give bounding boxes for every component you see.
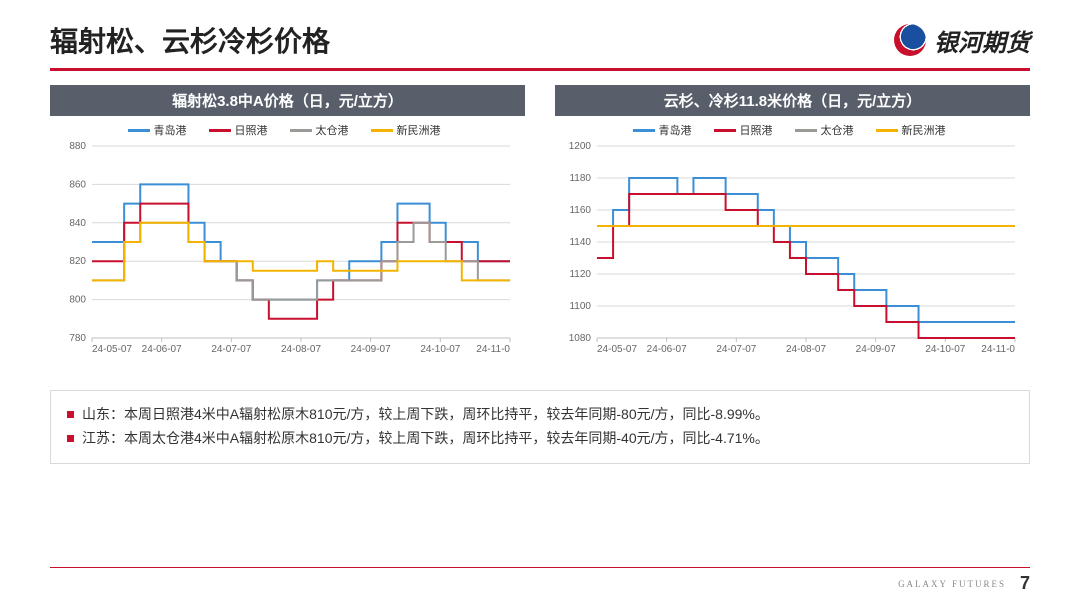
legend-item: 日照港 (209, 122, 268, 138)
chart-right-title: 云杉、冷杉11.8米价格（日，元/立方） (555, 85, 1030, 116)
svg-text:24-08-07: 24-08-07 (786, 344, 826, 355)
brand: 银河期货 (894, 23, 1030, 58)
legend-swatch (714, 129, 736, 132)
legend-swatch (290, 129, 312, 132)
slide: 辐射松、云杉冷杉价格 银河期货 辐射松3.8中A价格（日，元/立方） 青岛港 日照… (0, 0, 1080, 608)
chart-left-title: 辐射松3.8中A价格（日，元/立方） (50, 85, 525, 116)
chart-left: 青岛港 日照港 太仓港 新民洲港 780 800 820 840 860 880 24-05-07… (50, 122, 518, 362)
note-line: 江苏：本周太仓港4米中A辐射松原木810元/方，较上周下跌，周环比持平，较去年同… (67, 427, 1013, 451)
legend-item: 青岛港 (633, 122, 692, 138)
svg-text:24-09-07: 24-09-07 (351, 344, 391, 355)
legend-swatch (795, 129, 817, 132)
svg-text:840: 840 (69, 218, 86, 229)
svg-text:800: 800 (69, 295, 86, 306)
brand-logo-icon (894, 24, 926, 56)
svg-text:820: 820 (69, 256, 86, 267)
page-title: 辐射松、云杉冷杉价格 (50, 20, 330, 60)
svg-text:1160: 1160 (569, 205, 591, 216)
chart-left-col: 辐射松3.8中A价格（日，元/立方） 青岛港 日照港 太仓港 新民洲港 780 800 8… (50, 85, 525, 362)
svg-text:24-07-07: 24-07-07 (211, 344, 251, 355)
svg-text:1180: 1180 (569, 173, 591, 184)
footer-rule (50, 567, 1030, 568)
charts-row: 辐射松3.8中A价格（日，元/立方） 青岛港 日照港 太仓港 新民洲港 780 800 8… (50, 85, 1030, 362)
legend-item: 青岛港 (128, 122, 187, 138)
notes-box: 山东：本周日照港4米中A辐射松原木810元/方，较上周下跌，周环比持平，较去年同… (50, 390, 1030, 464)
svg-text:24-08-07: 24-08-07 (281, 344, 321, 355)
svg-text:780: 780 (69, 333, 86, 344)
legend-swatch (876, 129, 898, 132)
svg-text:24-09-07: 24-09-07 (856, 344, 896, 355)
legend-label: 新民洲港 (397, 122, 441, 138)
chart-left-svg: 780 800 820 840 860 880 24-05-07 24-06-07 24-07-… (50, 140, 518, 360)
legend-item: 新民洲港 (371, 122, 441, 138)
svg-text:24-05-07: 24-05-07 (92, 344, 132, 355)
svg-text:24-10-07: 24-10-07 (420, 344, 460, 355)
chart-right-svg: 1080 1100 1120 1140 1160 1180 1200 24-05-07 24-0… (555, 140, 1023, 360)
legend-label: 太仓港 (316, 122, 349, 138)
svg-text:24-06-07: 24-06-07 (647, 344, 687, 355)
series-line (597, 194, 1015, 338)
svg-text:24-10-07: 24-10-07 (925, 344, 965, 355)
legend-swatch (128, 129, 150, 132)
legend-label: 青岛港 (154, 122, 187, 138)
svg-text:1120: 1120 (569, 269, 591, 280)
legend-swatch (633, 129, 655, 132)
svg-text:24-07-07: 24-07-07 (716, 344, 756, 355)
svg-text:24-11-0: 24-11-0 (981, 344, 1015, 355)
page-number: 7 (1020, 573, 1030, 594)
legend-item: 新民洲港 (876, 122, 946, 138)
legend-swatch (209, 129, 231, 132)
legend-label: 太仓港 (821, 122, 854, 138)
svg-text:24-11-0: 24-11-0 (476, 344, 510, 355)
bullet-icon (67, 435, 74, 442)
legend-swatch (371, 129, 393, 132)
legend-item: 太仓港 (290, 122, 349, 138)
brand-name: 银河期货 (934, 23, 1030, 58)
legend-label: 日照港 (740, 122, 773, 138)
svg-text:1080: 1080 (569, 333, 592, 344)
svg-text:860: 860 (69, 179, 86, 190)
svg-text:1100: 1100 (569, 301, 591, 312)
legend-label: 日照港 (235, 122, 268, 138)
note-text: 山东：本周日照港4米中A辐射松原木810元/方，较上周下跌，周环比持平，较去年同… (82, 403, 769, 427)
header-rule (50, 68, 1030, 71)
bullet-icon (67, 411, 74, 418)
chart-right-col: 云杉、冷杉11.8米价格（日，元/立方） 青岛港日照港太仓港新民洲港 10801… (555, 85, 1030, 362)
series-line (92, 223, 510, 281)
header: 辐射松、云杉冷杉价格 银河期货 (50, 20, 1030, 60)
svg-text:24-05-07: 24-05-07 (597, 344, 637, 355)
legend-item: 太仓港 (795, 122, 854, 138)
svg-text:1200: 1200 (569, 141, 592, 152)
chart-right-legend: 青岛港 日照港 太仓港 新民洲港 (555, 122, 1023, 138)
chart-right: 青岛港 日照港 太仓港 新民洲港 1080 1100 1120 1140 1160 1180 12… (555, 122, 1023, 362)
legend-label: 青岛港 (659, 122, 692, 138)
legend-label: 新民洲港 (902, 122, 946, 138)
note-line: 山东：本周日照港4米中A辐射松原木810元/方，较上周下跌，周环比持平，较去年同… (67, 403, 1013, 427)
svg-text:880: 880 (69, 141, 86, 152)
note-text: 江苏：本周太仓港4米中A辐射松原木810元/方，较上周下跌，周环比持平，较去年同… (82, 427, 769, 451)
footer-brand: GALAXY FUTURES (898, 579, 1006, 589)
series-line (597, 178, 1015, 322)
chart-left-legend: 青岛港 日照港 太仓港 新民洲港 (50, 122, 518, 138)
legend-item: 日照港 (714, 122, 773, 138)
svg-text:24-06-07: 24-06-07 (142, 344, 182, 355)
footer: GALAXY FUTURES 7 (898, 573, 1030, 594)
svg-text:1140: 1140 (569, 237, 591, 248)
